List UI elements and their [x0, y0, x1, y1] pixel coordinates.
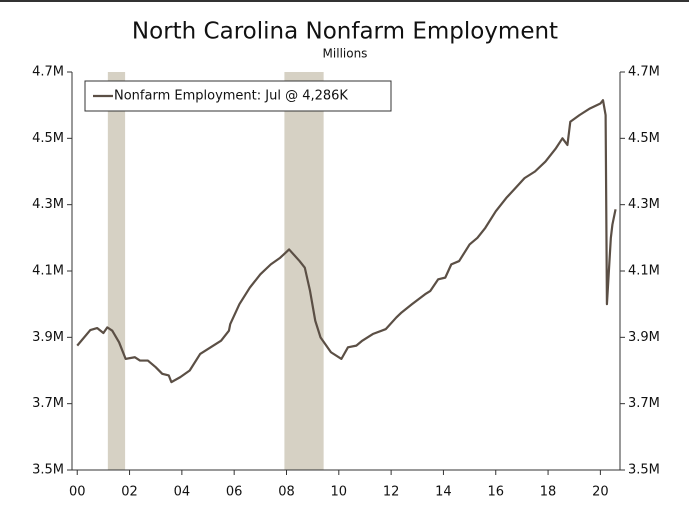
x-tick-label: 14 [435, 485, 452, 500]
x-tick-label: 02 [121, 485, 138, 500]
recession-band [284, 72, 324, 470]
x-tick-label: 12 [383, 485, 400, 500]
legend-label: Nonfarm Employment: Jul @ 4,286K [114, 89, 348, 104]
y2-tick-label: 3.5M [628, 463, 660, 478]
x-tick-label: 06 [226, 485, 243, 500]
recession-band [107, 72, 126, 470]
x-tick-label: 04 [174, 485, 191, 500]
y-tick-label: 4.5M [32, 131, 64, 146]
y2-tick-label: 3.7M [628, 396, 660, 411]
x-tick-label: 00 [69, 485, 86, 500]
x-tick-label: 16 [487, 485, 504, 500]
x-tick-label: 20 [592, 485, 609, 500]
y2-tick-label: 4.7M [628, 65, 660, 80]
x-tick-label: 10 [331, 485, 348, 500]
y-tick-label: 3.5M [32, 463, 64, 478]
top-rule [0, 0, 689, 2]
y2-tick-label: 4.3M [628, 197, 660, 212]
x-tick-label: 18 [540, 485, 557, 500]
chart-subtitle: Millions [323, 47, 368, 61]
x-tick-label: 08 [278, 485, 295, 500]
y2-tick-label: 4.5M [628, 131, 660, 146]
legend-box [84, 80, 392, 112]
chart-title: North Carolina Nonfarm Employment [132, 19, 558, 45]
data-line [76, 99, 617, 384]
y-tick-label: 4.7M [32, 65, 64, 80]
y-tick-label: 4.3M [32, 197, 64, 212]
y2-tick-label: 3.9M [628, 330, 660, 345]
y-tick-label: 3.9M [32, 330, 64, 345]
y-tick-label: 3.7M [32, 396, 64, 411]
y-tick-label: 4.1M [32, 264, 64, 279]
y2-tick-label: 4.1M [628, 264, 660, 279]
